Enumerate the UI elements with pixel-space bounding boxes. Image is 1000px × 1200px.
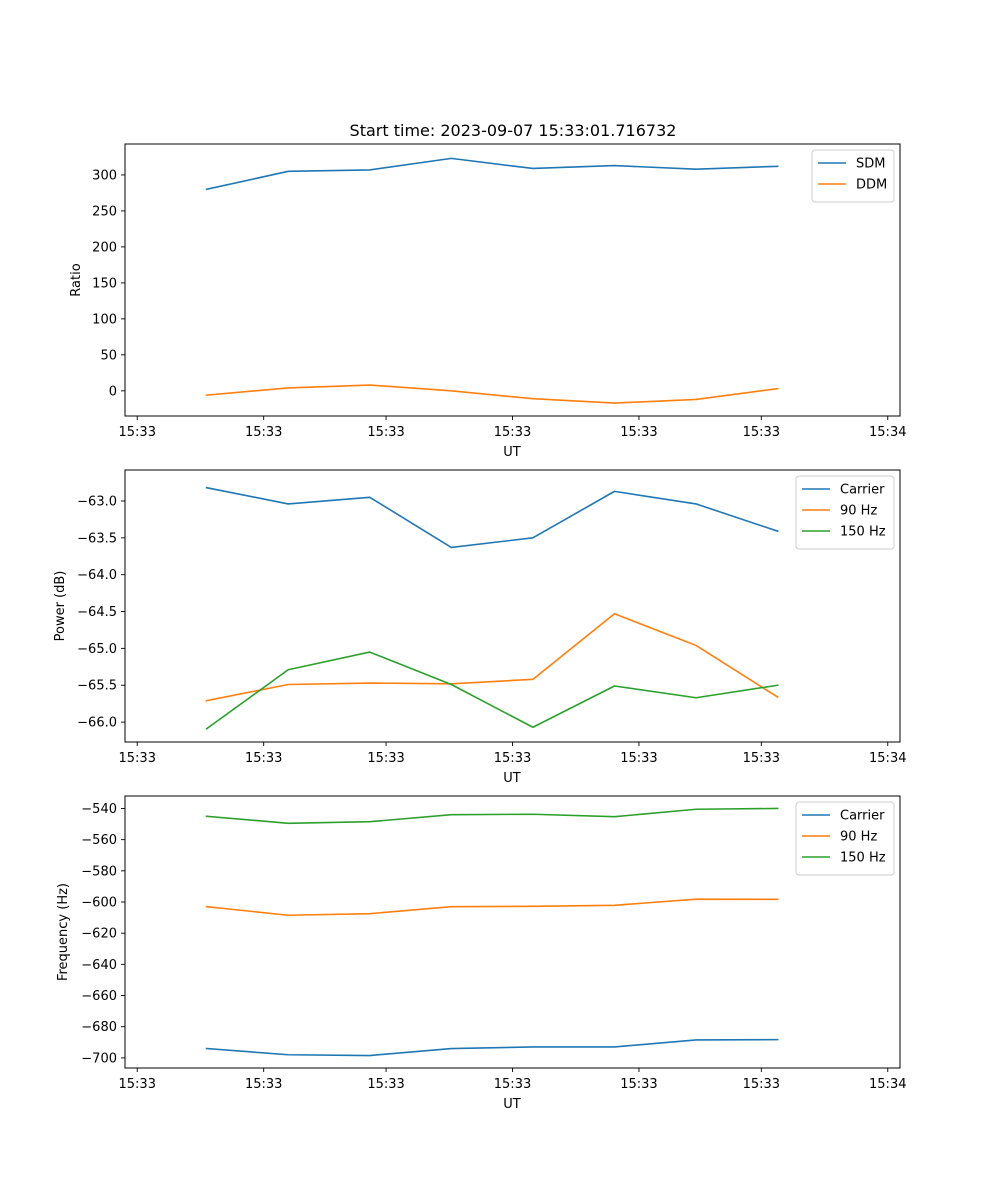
power-x-tick-label: 15:33 [743,751,780,766]
ratio-legend-label: DDM [856,178,887,193]
ratio-y-tick-label: 0 [109,384,117,399]
frequency-x-tick-label: 15:34 [869,1077,906,1092]
frequency-series-line-150-hz [205,807,779,825]
frequency-x-tick-label: 15:33 [494,1077,531,1092]
ratio-y-axis: 0 50 100 150 200 250 300 [92,168,125,399]
ratio-series-line-ddm [205,384,779,404]
frequency-x-tick-label: 15:33 [620,1077,657,1092]
subplot-ratio: 15:33 15:33 15:33 15:33 15:33 15:33 15:34 0 50 1… [69,143,906,460]
power-x-axis-label: UT [503,771,521,786]
frequency-plot-lines [205,807,779,1057]
frequency-y-axis: −700 −680 −660 −640 −620 −600 −580 −560 −540 [81,802,125,1066]
frequency-y-tick-label: −600 [81,895,117,910]
power-y-tick-label: −66.0 [77,716,117,731]
power-series-line-90-hz [205,612,779,702]
power-y-axis-label: Power (dB) [53,571,68,642]
ratio-y-axis-label: Ratio [69,263,84,296]
power-x-tick-label: 15:33 [245,751,282,766]
frequency-plot-frame [124,795,901,1069]
subplot-frequency: 15:33 15:33 15:33 15:33 15:33 15:33 15:34 −700… [56,795,906,1112]
frequency-legend: Carrier 90 Hz 150 Hz [795,801,895,876]
power-y-tick-label: −64.0 [77,568,117,583]
ratio-x-tick-label: 15:33 [743,425,780,440]
power-y-tick-label: −65.0 [77,642,117,657]
frequency-y-tick-label: −700 [81,1051,117,1066]
power-x-axis: 15:33 15:33 15:33 15:33 15:33 15:33 15:34 [119,742,906,766]
power-y-tick-label: −64.5 [77,605,117,620]
power-plot-frame [124,469,901,743]
ratio-y-tick-label: 250 [92,204,117,219]
subplot-power: 15:33 15:33 15:33 15:33 15:33 15:33 15:34 −66.… [53,469,906,786]
frequency-legend-label: 150 Hz [840,851,886,866]
frequency-x-tick-label: 15:33 [245,1077,282,1092]
chart-title: Start time: 2023-09-07 15:33:01.716732 [350,121,677,140]
frequency-x-tick-label: 15:33 [743,1077,780,1092]
ratio-x-tick-label: 15:33 [367,425,404,440]
ratio-legend-label: SDM [856,157,885,172]
ratio-x-tick-label: 15:33 [620,425,657,440]
ratio-x-tick-label: 15:33 [119,425,156,440]
power-y-tick-label: −63.5 [77,531,117,546]
frequency-x-tick-label: 15:33 [119,1077,156,1092]
frequency-y-tick-label: −680 [81,1020,117,1035]
ratio-legend: SDM DDM [811,149,895,203]
power-legend: Carrier 90 Hz 150 Hz [795,475,895,550]
frequency-y-axis-label: Frequency (Hz) [56,883,71,981]
power-x-tick-label: 15:33 [119,751,156,766]
frequency-series-line-carrier [205,1038,779,1057]
ratio-plot-frame [124,143,901,417]
power-x-tick-label: 15:34 [869,751,906,766]
power-legend-label: 150 Hz [840,525,886,540]
ratio-y-tick-label: 50 [100,348,117,363]
frequency-x-tick-label: 15:33 [367,1077,404,1092]
ratio-x-tick-label: 15:33 [494,425,531,440]
frequency-y-tick-label: −560 [81,833,117,848]
power-x-tick-label: 15:33 [367,751,404,766]
ratio-x-tick-label: 15:33 [245,425,282,440]
ratio-plot-lines [205,157,779,404]
frequency-y-tick-label: −620 [81,927,117,942]
frequency-y-tick-label: −660 [81,989,117,1004]
frequency-x-axis-label: UT [503,1097,521,1112]
ratio-y-tick-label: 150 [92,276,117,291]
ratio-x-tick-label: 15:34 [869,425,906,440]
power-legend-label: 90 Hz [840,504,877,519]
power-y-tick-label: −65.5 [77,679,117,694]
ratio-x-axis: 15:33 15:33 15:33 15:33 15:33 15:33 15:34 [119,416,906,440]
power-series-line-150-hz [205,651,779,730]
power-y-axis: −66.0 −65.5 −65.0 −64.5 −64.0 −63.5 −63.0 [77,494,125,731]
frequency-legend-label: 90 Hz [840,830,877,845]
ratio-y-tick-label: 300 [92,168,117,183]
power-x-tick-label: 15:33 [494,751,531,766]
ratio-y-tick-label: 200 [92,240,117,255]
power-series-line-carrier [205,486,779,549]
frequency-x-axis: 15:33 15:33 15:33 15:33 15:33 15:33 15:34 [119,1068,906,1092]
power-y-tick-label: −63.0 [77,494,117,509]
frequency-y-tick-label: −540 [81,802,117,817]
power-x-tick-label: 15:33 [620,751,657,766]
frequency-y-tick-label: −580 [81,864,117,879]
frequency-y-tick-label: −640 [81,958,117,973]
frequency-series-line-90-hz [205,898,779,917]
ratio-y-tick-label: 100 [92,312,117,327]
ratio-x-axis-label: UT [503,445,521,460]
power-plot-lines [205,486,779,730]
ratio-series-line-sdm [205,157,779,191]
power-legend-label: Carrier [840,483,885,498]
frequency-legend-label: Carrier [840,809,885,824]
